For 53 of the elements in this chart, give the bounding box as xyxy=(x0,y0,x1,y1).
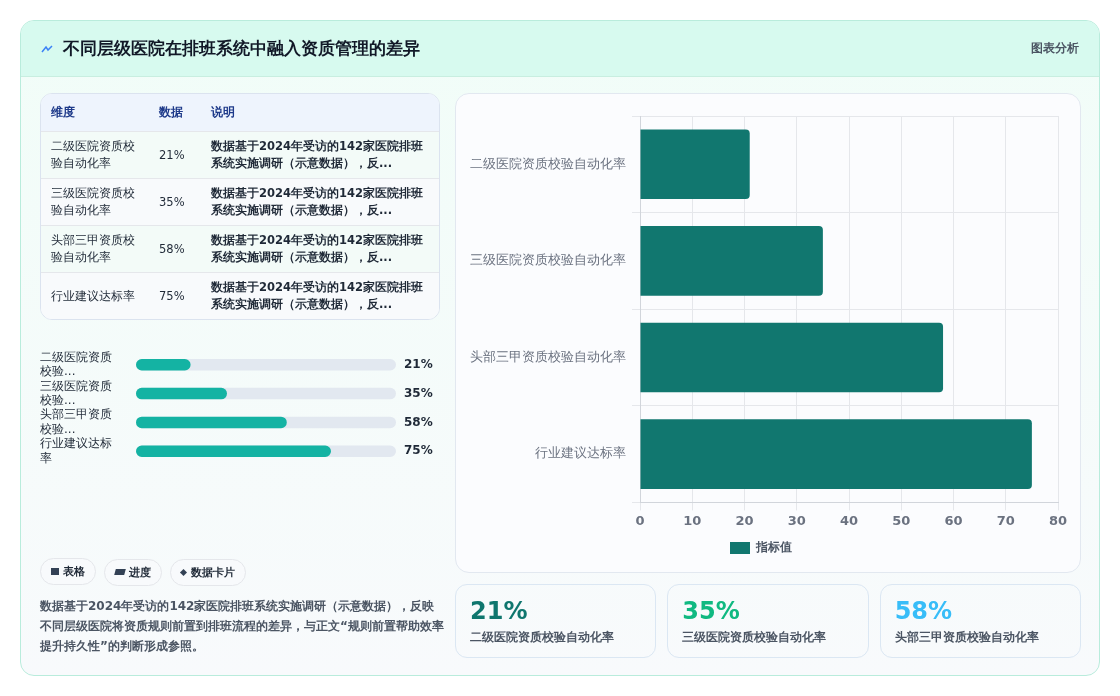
category-label: 三级医院资质校验自动化率 xyxy=(682,629,828,646)
x-tick-label: 50 xyxy=(892,512,911,528)
x-tick-label: 40 xyxy=(839,512,859,528)
category-label: 三级医院资质校验自动化率 xyxy=(50,185,136,219)
x-tick-label: 0 xyxy=(635,512,645,528)
data-label: 58% xyxy=(404,414,433,429)
category-label: 行业建议达标率 xyxy=(50,287,136,305)
category-label: 二级医院资质校验... xyxy=(40,349,112,379)
y-tick-label: 三级医院资质校验自动化率 xyxy=(470,252,626,268)
x-tick-label: 60 xyxy=(944,512,963,528)
x-tick-label: 70 xyxy=(996,512,1015,528)
text: 21% xyxy=(470,597,528,625)
category-label: 二级医院资质校验自动化率 xyxy=(50,138,136,172)
y-tick-label: 二级医院资质校验自动化率 xyxy=(470,155,626,171)
text: 58% xyxy=(894,597,953,625)
text: 数据 xyxy=(158,104,184,121)
text: 说明 xyxy=(210,104,236,121)
y-tick-label: 行业建议达标率 xyxy=(535,445,626,461)
category-label: 行业建议达标率 xyxy=(40,436,112,465)
text: 数据基于2024年受访的142家医院排班系统实施调研（示意数据），反... xyxy=(210,138,424,172)
x-tick-label: 10 xyxy=(683,512,702,528)
text: 表格 xyxy=(40,558,96,585)
text: 不同层级医院在排班系统中融入资质管理的差异 xyxy=(63,37,421,60)
bar xyxy=(640,322,944,393)
text: 21% xyxy=(159,148,185,162)
text: 维度 xyxy=(50,104,76,121)
bar xyxy=(640,129,750,200)
bar xyxy=(136,359,191,371)
category-label: 三级医院资质校验... xyxy=(40,378,112,407)
text: 58% xyxy=(159,242,185,256)
text: 数据基于2024年受访的142家医院排班系统实施调研（示意数据），反... xyxy=(210,185,424,219)
text: 数据卡片 xyxy=(170,559,246,586)
text: 数据基于2024年受访的142家医院排班系统实施调研（示意数据），反... xyxy=(210,279,424,313)
text: 35% xyxy=(159,195,185,209)
text: 图表分析 xyxy=(1031,40,1079,57)
category-label: 头部三甲资质校验自动化率 xyxy=(894,629,1040,646)
text: 75% xyxy=(159,289,185,303)
x-tick-label: 80 xyxy=(1048,512,1068,528)
text: 进度 xyxy=(104,558,162,586)
legend-label: 指标值 xyxy=(755,540,792,555)
text: 数据基于2024年受访的142家医院排班系统实施调研（示意数据），反映不同层级医院将资质规则前置到排班流程的差异，与正文“规则前置帮助效率提升持久性”的判断形成参照。 xyxy=(40,598,445,655)
text: 数据基于2024年受访的142家医院排班系统实施调研（示意数据），反... xyxy=(210,232,424,266)
bar xyxy=(640,226,823,296)
data-label: 75% xyxy=(404,443,433,458)
category-label: 头部三甲资质校验自动化率 xyxy=(50,232,136,266)
x-tick-label: 20 xyxy=(735,512,754,528)
text: 35% xyxy=(682,597,740,625)
data-label: 21% xyxy=(404,356,433,371)
data-label: 35% xyxy=(404,385,433,400)
category-label: 头部三甲资质校验... xyxy=(40,407,112,436)
bar xyxy=(640,419,1032,489)
x-tick-label: 30 xyxy=(787,512,806,528)
y-tick-label: 头部三甲资质校验自动化率 xyxy=(470,348,626,364)
